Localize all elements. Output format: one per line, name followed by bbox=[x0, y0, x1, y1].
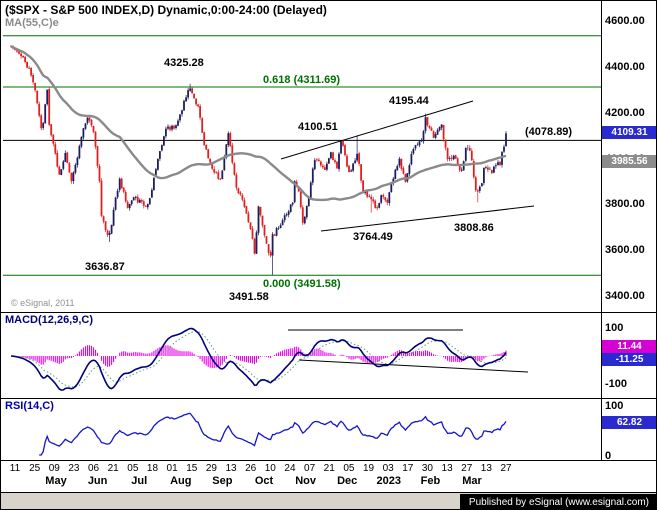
x-axis-day-label: 23 bbox=[68, 463, 80, 474]
macd-line-box: -11.25 bbox=[602, 353, 656, 366]
x-axis-day-label: 09 bbox=[48, 463, 60, 474]
x-axis-month-label: Mar bbox=[462, 475, 482, 487]
x-axis-day-label: 25 bbox=[29, 463, 41, 474]
price-axis-tick: 3800.00 bbox=[605, 198, 645, 211]
x-axis-day-label: 11 bbox=[9, 463, 21, 474]
macd-study-label: MACD(12,26,9,C) bbox=[5, 314, 94, 326]
price-axis-tick: 3600.00 bbox=[605, 244, 645, 257]
price-annotation: 3491.58 bbox=[229, 291, 269, 303]
esignal-watermark: © eSignal, 2011 bbox=[11, 298, 75, 308]
x-axis-day-label: 06 bbox=[87, 463, 100, 474]
x-axis-month-label: May bbox=[45, 475, 67, 487]
ma-value-box: 3985.56 bbox=[602, 155, 656, 168]
x-axis-day-label: 21 bbox=[107, 463, 119, 474]
rsi-axis-tick: 100 bbox=[605, 400, 624, 412]
x-axis-day-label: 01 bbox=[166, 463, 178, 474]
price-annotation: 3808.86 bbox=[454, 222, 494, 234]
x-axis-day-label: 17 bbox=[402, 463, 414, 474]
x-axis-day-label: 05 bbox=[127, 463, 139, 474]
x-axis-day-label: 26 bbox=[245, 463, 257, 474]
price-annotation: 4100.51 bbox=[298, 121, 338, 133]
x-axis-day-label: 15 bbox=[186, 463, 198, 474]
price-annotation: (4078.89) bbox=[525, 126, 573, 138]
price-axis-tick: 4600.00 bbox=[605, 14, 645, 27]
x-axis-day-label: 13 bbox=[441, 463, 453, 474]
x-axis-month-label: Jul bbox=[131, 475, 148, 487]
x-axis-month-label: Sep bbox=[212, 475, 233, 487]
x-axis-day-label: 03 bbox=[382, 463, 394, 474]
price-annotation: 4195.44 bbox=[389, 95, 429, 107]
price-annotation: 3636.87 bbox=[85, 261, 125, 273]
x-axis-day-label: 19 bbox=[362, 463, 375, 474]
price-axis-tick: 4200.00 bbox=[605, 106, 645, 119]
x-axis-day-label: 07 bbox=[304, 463, 316, 474]
x-axis-month-label: Oct bbox=[254, 475, 274, 487]
price-annotation: 3764.49 bbox=[353, 231, 393, 243]
x-axis-month-label: Jun bbox=[87, 475, 108, 487]
x-axis-month-label: Dec bbox=[337, 475, 358, 487]
x-axis-day-label: 18 bbox=[146, 463, 159, 474]
x-axis-day-label: 27 bbox=[461, 463, 473, 474]
x-axis-month-label: 2023 bbox=[376, 475, 402, 487]
x-axis-month-label: Aug bbox=[170, 475, 192, 487]
publisher-credit: Published by eSignal (www.esignal.com) bbox=[459, 494, 656, 509]
x-axis-month-label: Feb bbox=[420, 475, 441, 487]
x-axis-day-label: 30 bbox=[421, 463, 433, 474]
macd-axis-tick: 100 bbox=[605, 322, 624, 334]
price-axis-tick: 3400.00 bbox=[605, 290, 645, 303]
x-axis-day-label: 13 bbox=[225, 463, 237, 474]
status-bar: Published by eSignal (www.esignal.com) bbox=[1, 492, 656, 509]
x-axis-day-label: 13 bbox=[480, 463, 492, 474]
x-axis-day-label: 21 bbox=[323, 463, 335, 474]
x-axis-day-label: 05 bbox=[343, 463, 355, 474]
rsi-axis-tick: 0 bbox=[605, 450, 612, 462]
price-annotation: 0.000 (3491.58) bbox=[263, 278, 341, 290]
price-annotation: 4325.28 bbox=[164, 57, 204, 69]
price-axis-tick: 4400.00 bbox=[605, 60, 645, 73]
x-axis-day-label: 10 bbox=[264, 463, 276, 474]
rsi-value-box: 62.82 bbox=[602, 416, 656, 429]
price-annotation: 0.618 (4311.69) bbox=[263, 74, 341, 86]
ma-overlay-label: MA(55,C)e bbox=[5, 17, 59, 29]
macd-hist-box: 11.44 bbox=[602, 340, 656, 353]
x-axis-day-label: 24 bbox=[284, 463, 296, 474]
rsi-study-label: RSI(14,C) bbox=[5, 400, 54, 412]
last-price-box: 4109.31 bbox=[602, 126, 656, 139]
x-axis-day-label: 27 bbox=[500, 463, 512, 474]
chart-title: ($SPX - S&P 500 INDEX,D) Dynamic,0:00-24… bbox=[5, 3, 327, 17]
x-axis-day-label: 29 bbox=[205, 463, 217, 474]
macd-axis-tick: -100 bbox=[605, 378, 628, 390]
x-axis-month-label: Nov bbox=[295, 475, 316, 487]
